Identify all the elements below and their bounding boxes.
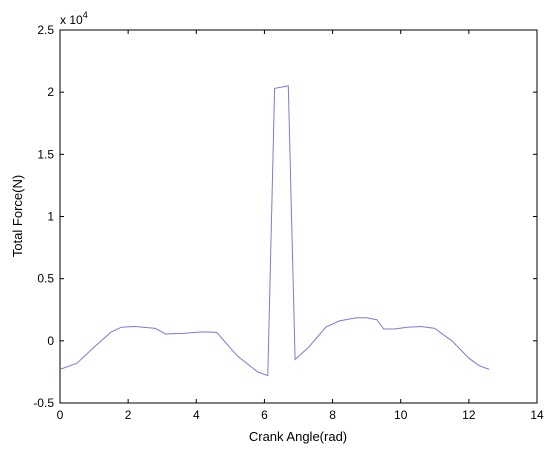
x-tick-label: 4 [193,408,200,422]
x-tick-label: 12 [462,408,476,422]
y-tick-label: 2.5 [37,23,54,37]
y-tick-label: -0.5 [33,396,54,410]
axis-ticks [59,29,538,404]
x-axis-label: Crank Angle(rad) [249,429,347,444]
y-axis-label: Total Force(N) [10,175,25,257]
x-tick-label: 6 [261,408,268,422]
y-tick-label: 2 [47,85,54,99]
y-tick-label: 0.5 [37,272,54,286]
x-tick-label: 2 [125,408,132,422]
plot-area [59,29,538,404]
y-tick-label: 1 [47,210,54,224]
x-tick-label: 14 [530,408,544,422]
x-tick-label: 0 [57,408,64,422]
y-axis-multiplier: x 104 [60,10,88,27]
x-tick-label: 8 [329,408,336,422]
y-tick-label: 0 [47,334,54,348]
y-tick-labels: -0.5 0 0.5 1 1.5 2 2.5 [33,23,54,410]
multiplier-base: x 10 [60,13,83,27]
x-tick-labels: 0 2 4 6 8 10 12 14 [57,408,544,422]
force-series-line [59,85,490,377]
multiplier-exponent: 4 [83,10,88,20]
x-tick-label: 10 [394,408,408,422]
y-tick-label: 1.5 [37,147,54,161]
